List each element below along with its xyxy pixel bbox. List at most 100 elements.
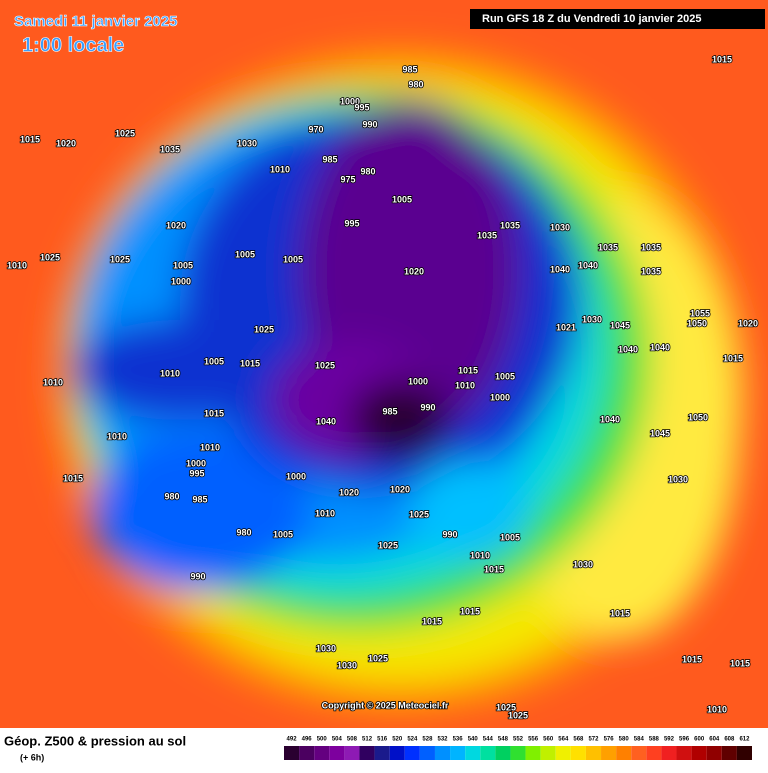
title-block: Samedi 11 janvier 2025 1:00 locale Run G… [14,9,765,57]
colorbar-label: 584 [634,737,645,743]
pressure-label: 1010 [455,380,475,390]
colorbar-swatch [389,746,405,760]
pressure-label: 1005 [204,356,224,366]
colorbar-swatch [661,746,677,760]
pressure-label: 1015 [712,54,732,64]
pressure-label: 1000 [408,376,428,386]
colorbar-swatch [616,746,632,760]
pressure-label: 1010 [107,431,127,441]
pressure-label: 1030 [573,559,593,569]
colorbar-label: 524 [407,737,418,743]
pressure-label: 980 [236,527,251,537]
colorbar-label: 596 [679,737,690,743]
local-time: 1:00 locale [22,34,124,56]
forecast-step: (+ 6h) [20,752,44,762]
colorbar-label: 528 [422,737,433,743]
colorbar-label: 496 [302,737,313,743]
pressure-label: 1015 [610,608,630,618]
colorbar-swatch [434,746,451,760]
pressure-label: 1005 [235,249,255,259]
pressure-label: 1000 [171,276,191,286]
pressure-label: 1025 [496,702,516,712]
pressure-label: 995 [354,102,369,112]
colorbar-swatch [480,746,496,760]
footer-title: Géop. Z500 & pression au sol [4,733,186,748]
colorbar-label: 536 [453,737,464,743]
pressure-label: 1025 [110,254,130,264]
pressure-label: 1020 [166,220,186,230]
colorbar-label: 520 [392,737,403,743]
colorbar-swatch [646,746,662,760]
pressure-label: 1015 [460,606,480,616]
colorbar-swatch [691,746,707,760]
pressure-label: 1020 [390,484,410,494]
colorbar: 492 496 500 504 508 512 516 520 524 528 532 536 540 5… [284,737,752,760]
pressure-label: 1015 [730,658,750,668]
pressure-label: 980 [408,79,423,89]
pressure-label: 1030 [237,138,257,148]
pressure-label: 1015 [240,358,260,368]
pressure-label: 1000 [490,392,510,402]
map-field [0,0,768,728]
pressure-label: 995 [344,218,359,228]
colorbar-swatch [585,746,602,760]
pressure-label: 990 [362,119,377,129]
pressure-label: 1010 [200,442,220,452]
pressure-label: 980 [164,491,179,501]
colorbar-label: 608 [724,737,735,743]
pressure-label: 1015 [682,654,702,664]
pressure-label: 1025 [409,509,429,519]
pressure-label: 1035 [641,242,661,252]
pressure-label: 1040 [578,260,598,270]
pressure-label: 1040 [316,416,336,426]
pressure-label: 1010 [707,704,727,714]
pressure-label: 1035 [160,144,180,154]
colorbar-label: 508 [347,737,358,743]
pressure-label: 980 [360,166,375,176]
colorbar-swatch [555,746,571,760]
colorbar-label: 568 [573,737,584,743]
pressure-label: 1005 [283,254,303,264]
colorbar-swatch [736,746,752,760]
pressure-label: 1020 [56,138,76,148]
pressure-label: 1035 [500,220,520,230]
colorbar-swatch [329,746,345,760]
colorbar-swatch [359,746,375,760]
colorbar-swatch [450,746,466,760]
colorbar-swatch [525,746,541,760]
colorbar-label: 544 [483,737,494,743]
pressure-label: 1020 [738,318,758,328]
pressure-label: 1025 [315,360,335,370]
colorbar-swatch [631,746,647,760]
pressure-label: 970 [308,124,323,134]
run-info: Run GFS 18 Z du Vendredi 10 janvier 2025 [482,13,701,25]
pressure-label: 1025 [378,540,398,550]
colorbar-swatch [721,746,737,760]
pressure-label: 1000 [186,458,206,468]
colorbar-label: 516 [377,737,388,743]
colorbar-label: 548 [498,737,509,743]
pressure-label: 1015 [484,564,504,574]
pressure-label: 975 [340,174,355,184]
pressure-label: 1010 [7,260,27,270]
pressure-label: 1055 [690,308,710,318]
pressure-label: 1040 [550,264,570,274]
colorbar-swatch [540,746,556,760]
pressure-label: 990 [190,571,205,581]
pressure-label: 1030 [668,474,688,484]
pressure-label: 995 [189,468,204,478]
pressure-label: 1015 [723,353,743,363]
colorbar-swatch [510,746,526,760]
pressure-label: 1020 [404,266,424,276]
pressure-label: 1025 [254,324,274,334]
pressure-label: 1010 [270,164,290,174]
colorbar-label: 556 [528,737,539,743]
pressure-label: 1015 [63,473,83,483]
colorbar-swatch [465,746,481,760]
colorbar-swatch [601,746,617,760]
colorbar-swatch [344,746,360,760]
colorbar-label: 576 [604,737,615,743]
